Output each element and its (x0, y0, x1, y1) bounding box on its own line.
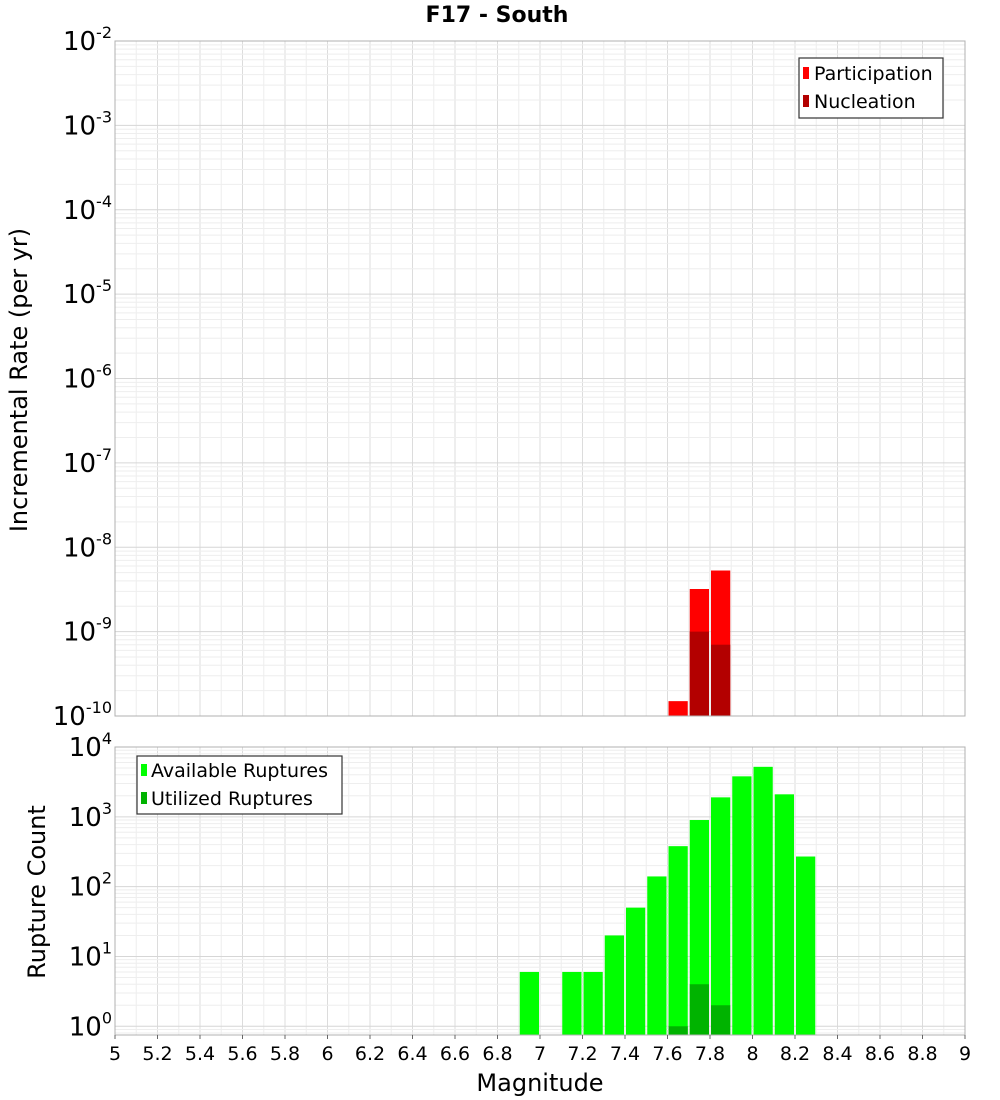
x-tick-label: 5 (109, 1043, 121, 1065)
y-tick-label: 104 (69, 729, 112, 763)
x-axis-label: Magnitude (476, 1069, 603, 1097)
y-tick-label: 103 (69, 799, 112, 833)
nucleation-legend-label: Nucleation (814, 91, 916, 113)
count-panel: 100 101 102 103 104 5 5.2 5.4 5.6 5.8 6 6.2 6.4 6.6 6… (23, 729, 971, 1097)
participation-legend-swatch (803, 67, 809, 79)
x-tick-label: 7.8 (695, 1043, 725, 1065)
count-legend-box (136, 755, 343, 815)
available-bar (774, 794, 794, 1035)
available-bar (753, 766, 773, 1035)
available-bar (583, 971, 603, 1035)
x-tick-label: 5.2 (142, 1043, 172, 1065)
y-tick-label: 10-8 (63, 529, 112, 563)
available-bar (626, 907, 646, 1035)
utilized-bar (689, 984, 709, 1035)
available-bar (796, 856, 816, 1035)
x-tick-label: 9 (959, 1043, 971, 1065)
rate-panel: 10-10 10-9 10-8 10-7 10-6 10-5 10-4 10-3 10-2 In… (5, 23, 966, 732)
y-tick-label: 10-7 (63, 445, 112, 479)
x-tick-label: 6 (321, 1043, 333, 1065)
rate-plot-border (114, 40, 966, 717)
y-tick-label: 10-9 (63, 614, 112, 648)
x-tick-label: 7.6 (652, 1043, 682, 1065)
rate-legend: Participation Nucleation (798, 57, 944, 119)
rate-y-ticks: 10-10 10-9 10-8 10-7 10-6 10-5 10-4 10-3 10-2 (53, 23, 112, 732)
count-y-ticks: 100 101 102 103 104 (69, 729, 112, 1042)
x-tick-label: 8 (746, 1043, 758, 1065)
y-tick-label: 10-3 (63, 107, 112, 141)
y-tick-label: 10-2 (63, 23, 112, 57)
y-tick-label: 102 (69, 869, 112, 903)
participation-legend-label: Participation (814, 63, 933, 85)
count-legend: Available Ruptures Utilized Ruptures (136, 755, 343, 815)
y-tick-label: 10-10 (53, 698, 112, 732)
available-bar (647, 876, 667, 1035)
x-tick-label: 7.2 (567, 1043, 597, 1065)
rate-bars (668, 570, 731, 716)
nucleation-bar (711, 644, 731, 716)
nucleation-bar (689, 631, 709, 716)
x-tick-label: 7.4 (610, 1043, 640, 1065)
chart-title: F17 - South (426, 3, 569, 28)
available-bar (732, 776, 752, 1035)
x-tick-label: 6.2 (355, 1043, 385, 1065)
x-tick-label: 8.4 (822, 1043, 852, 1065)
rate-y-axis-label: Incremental Rate (per yr) (5, 228, 33, 532)
x-tick-label: 8.8 (907, 1043, 937, 1065)
available-bar (519, 971, 539, 1035)
y-tick-label: 10-5 (63, 276, 112, 310)
available-bar (604, 935, 624, 1035)
rate-grid (114, 40, 966, 717)
count-bars (519, 766, 816, 1035)
rate-legend-box (798, 57, 944, 119)
x-tick-label: 6.6 (440, 1043, 470, 1065)
utilized-bar (668, 1026, 688, 1035)
count-y-axis-label: Rupture Count (23, 805, 51, 979)
available-bar (711, 797, 731, 1035)
y-tick-label: 10-4 (63, 192, 112, 226)
available-legend-swatch (141, 764, 147, 776)
x-tick-label: 8.6 (865, 1043, 895, 1065)
x-tick-label: 8.2 (780, 1043, 810, 1065)
y-tick-label: 101 (69, 938, 112, 972)
x-tick-label: 5.6 (227, 1043, 257, 1065)
x-tick-label: 5.8 (270, 1043, 300, 1065)
available-bar (668, 846, 688, 1035)
utilized-bar (711, 1005, 731, 1035)
nucleation-legend-swatch (803, 95, 809, 107)
x-tick-label: 6.8 (482, 1043, 512, 1065)
utilized-legend-label: Utilized Ruptures (151, 788, 313, 810)
x-tick-label: 7 (534, 1043, 546, 1065)
participation-bar (668, 701, 688, 716)
x-tick-label: 6.4 (397, 1043, 427, 1065)
available-legend-label: Available Ruptures (151, 760, 328, 782)
x-tick-label: 5.4 (185, 1043, 215, 1065)
y-tick-label: 10-6 (63, 361, 112, 395)
available-bar (689, 820, 709, 1035)
x-ticks: 5 5.2 5.4 5.6 5.8 6 6.2 6.4 6.6 6.8 7 7.2 7.4 7.6 7.8 8… (109, 1035, 971, 1065)
utilized-legend-swatch (141, 792, 147, 804)
available-bar (562, 971, 582, 1035)
y-tick-label: 100 (69, 1008, 112, 1042)
